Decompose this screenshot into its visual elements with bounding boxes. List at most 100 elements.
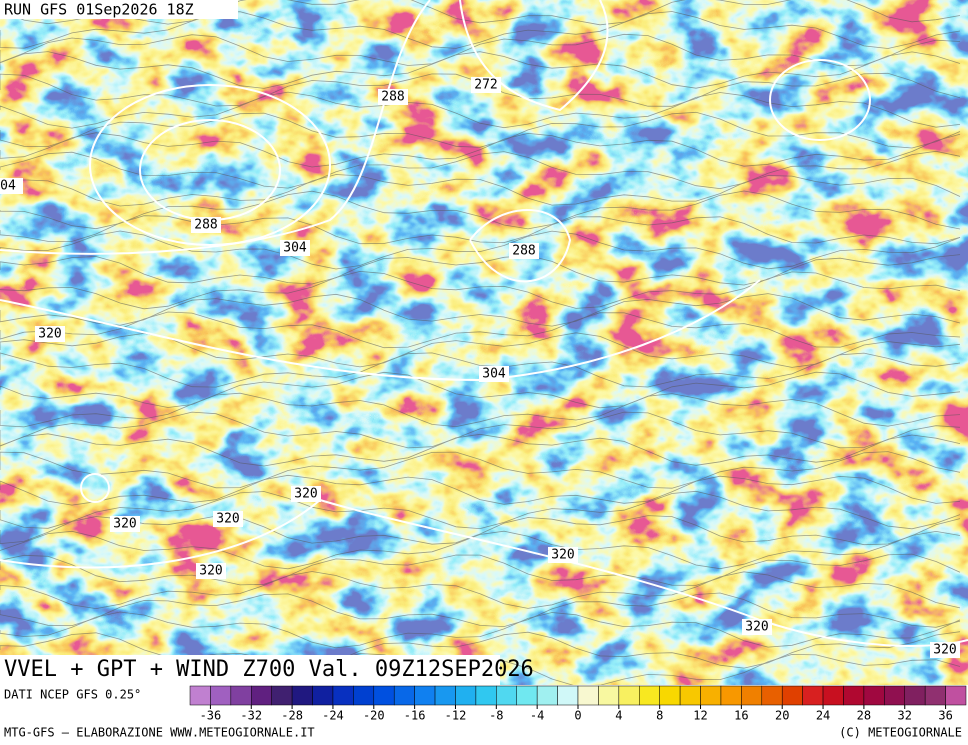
streamline <box>0 592 961 628</box>
contour-label-box <box>471 77 501 93</box>
colorbar-tick-label: 16 <box>734 709 748 723</box>
streamline <box>0 0 961 26</box>
colorbar: -36 -32 -28 -24 -20 -16 -12 -8 -4 0 4 8 12 16 20 24 28 32… <box>189 685 967 723</box>
contour <box>0 279 761 382</box>
color-swatch <box>312 685 334 706</box>
color-swatch <box>271 685 293 706</box>
colorbar-tick-label: 20 <box>775 709 789 723</box>
colorbar-tick-label: -24 <box>322 709 344 723</box>
color-swatch <box>189 685 211 706</box>
contour-label: 288 <box>512 244 535 259</box>
contour-label: 320 <box>38 327 61 342</box>
contour-label-box <box>509 243 539 259</box>
colorbar-tick-label: -28 <box>281 709 303 723</box>
map: 288 272 288 04 304 288 320 304 320 320 320 320 320 32… <box>0 0 968 688</box>
vvel-field <box>0 0 968 685</box>
colorbar-tick-label: -32 <box>240 709 262 723</box>
contour-label-box <box>548 547 578 563</box>
streamline <box>0 332 961 368</box>
streamline <box>0 174 961 207</box>
color-swatch <box>414 685 436 706</box>
streamline <box>0 553 961 586</box>
title-box <box>0 655 500 685</box>
colorbar-tick-label: -12 <box>445 709 467 723</box>
colorbar-tick-label: 4 <box>615 709 622 723</box>
streamline <box>0 392 961 428</box>
run-label: RUN GFS 01Sep2026 18Z <box>4 1 194 19</box>
color-swatch <box>884 685 905 706</box>
colorbar-tick-label: -8 <box>489 709 503 723</box>
streamline <box>0 451 961 489</box>
streamline <box>0 11 961 49</box>
streamline <box>0 254 961 286</box>
contour-label: 320 <box>216 512 239 527</box>
contour-label-box <box>742 619 772 635</box>
color-swatch <box>577 685 599 706</box>
color-swatch <box>802 685 824 706</box>
color-swatch <box>720 685 742 706</box>
color-swatch <box>598 685 620 706</box>
data-source: DATI NCEP GFS 0.25° <box>4 688 141 702</box>
color-swatch <box>741 685 763 706</box>
contour-label-box <box>280 240 310 256</box>
color-swatch <box>618 685 640 706</box>
contour-label: 272 <box>474 78 497 93</box>
streamline <box>0 490 961 530</box>
colorbar-tick-label: -36 <box>200 709 222 723</box>
copyright: (C) METEOGIORNALE <box>839 726 962 740</box>
contour <box>469 209 572 283</box>
streamline <box>0 51 961 89</box>
streamline <box>0 631 961 669</box>
streamline <box>0 611 961 649</box>
map-title: VVEL + GPT + WIND Z700 Val. 09Z12SEP2026 <box>4 657 534 682</box>
colorbar-tick-label: 0 <box>574 709 581 723</box>
contour-label: 304 <box>482 367 506 382</box>
streamline <box>0 91 961 129</box>
streamline <box>0 371 961 409</box>
contour-label-box <box>0 178 23 194</box>
contour-label: 320 <box>745 620 768 635</box>
streamline <box>0 411 961 449</box>
streamline <box>0 433 961 467</box>
contour <box>80 473 110 503</box>
contour <box>769 59 871 141</box>
color-swatch <box>251 685 272 706</box>
color-swatch <box>434 685 456 706</box>
contour-label-box <box>479 366 509 382</box>
contour-label: 288 <box>381 90 404 105</box>
color-swatch <box>924 685 946 706</box>
color-swatch <box>373 685 395 706</box>
streamline <box>0 72 961 107</box>
streamline <box>0 474 961 506</box>
header-box <box>0 0 238 19</box>
contour <box>0 0 431 255</box>
color-swatch <box>332 685 354 706</box>
colorbar-tick-label: 24 <box>816 709 830 723</box>
contour <box>89 84 331 246</box>
contour-label-box <box>930 642 960 658</box>
color-swatch <box>475 685 497 706</box>
contour-label: 304 <box>283 241 307 256</box>
color-swatch <box>904 685 926 706</box>
streamline <box>0 530 961 570</box>
streamline <box>0 571 961 610</box>
contour-label-box <box>291 486 321 502</box>
color-swatch <box>536 685 558 706</box>
colorbar-tick-label: 12 <box>693 709 707 723</box>
color-swatch <box>700 685 722 706</box>
color-swatch <box>639 685 660 706</box>
color-swatch <box>822 685 844 706</box>
color-swatch <box>945 685 967 706</box>
contour-label: 04 <box>0 179 16 194</box>
color-swatch <box>393 685 415 706</box>
color-swatch <box>291 685 313 706</box>
contour-label-box <box>196 563 226 579</box>
streamline <box>0 352 961 388</box>
color-swatch <box>557 685 579 706</box>
streamline <box>0 33 961 67</box>
colorbar-tick-label: 28 <box>857 709 871 723</box>
contour-label: 320 <box>199 564 222 579</box>
color-swatch <box>353 685 375 706</box>
color-swatch <box>761 685 783 706</box>
